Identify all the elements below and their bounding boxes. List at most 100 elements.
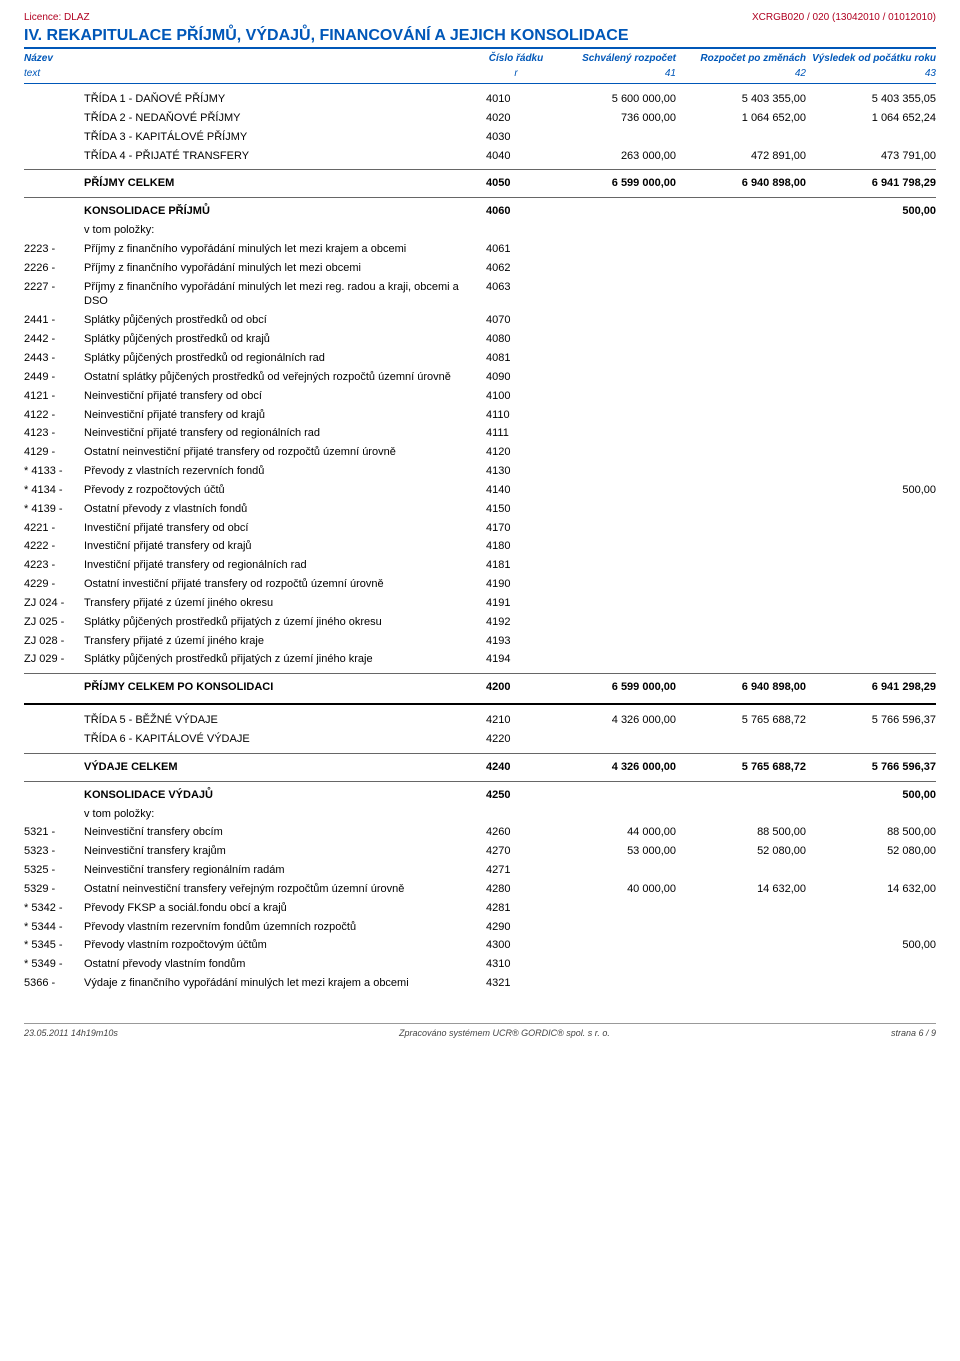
row-number: 4210 <box>486 713 546 728</box>
row-value-43: 5 766 596,37 <box>806 713 936 728</box>
row-label: Ostatní splátky půjčených prostředků od … <box>84 370 486 385</box>
row-number: 4192 <box>486 615 546 630</box>
row-number: 4270 <box>486 844 546 859</box>
row-label: v tom položky: <box>84 223 486 238</box>
table-header-sub: text r 41 42 43 <box>24 66 936 84</box>
header-col-43: Výsledek od počátku roku <box>806 53 936 64</box>
separator <box>24 673 936 674</box>
row-code <box>24 732 84 747</box>
row-value-42: 14 632,00 <box>676 882 806 897</box>
row-code: 2449 - <box>24 370 84 385</box>
row-value-43: 88 500,00 <box>806 825 936 840</box>
table-row: 4229 -Ostatní investiční přijaté transfe… <box>24 575 936 594</box>
row-label: Neinvestiční přijaté transfery od krajů <box>84 408 486 423</box>
table-row: PŘÍJMY CELKEM PO KONSOLIDACI42006 599 00… <box>24 678 936 697</box>
row-number: 4271 <box>486 863 546 878</box>
row-number: 4290 <box>486 920 546 935</box>
row-code <box>24 760 84 775</box>
table-row: TŘÍDA 1 - DAŇOVÉ PŘÍJMY40105 600 000,005… <box>24 90 936 109</box>
header-rownum: Číslo řádku <box>486 53 546 64</box>
row-code: 5366 - <box>24 976 84 991</box>
row-label: TŘÍDA 1 - DAŇOVÉ PŘÍJMY <box>84 92 486 107</box>
table-row: 4121 -Neinvestiční přijaté transfery od … <box>24 387 936 406</box>
row-code: 4121 - <box>24 389 84 404</box>
row-label: Investiční přijaté transfery od obcí <box>84 521 486 536</box>
separator <box>24 781 936 782</box>
table-row: 4222 -Investiční přijaté transfery od kr… <box>24 537 936 556</box>
row-label: Neinvestiční transfery regionálním radám <box>84 863 486 878</box>
table-row: VÝDAJE CELKEM42404 326 000,005 765 688,7… <box>24 758 936 777</box>
table-row: v tom položky: <box>24 805 936 824</box>
row-code <box>24 713 84 728</box>
table-header-main: Název Číslo řádku Schválený rozpočet Roz… <box>24 51 936 66</box>
table-row: * 4133 -Převody z vlastních rezervních f… <box>24 462 936 481</box>
table-row: 5329 -Ostatní neinvestiční transfery veř… <box>24 880 936 899</box>
row-number: 4111 <box>486 426 546 441</box>
subheader-r: r <box>486 68 546 79</box>
row-label: TŘÍDA 2 - NEDAŇOVÉ PŘÍJMY <box>84 111 486 126</box>
row-label: Příjmy z finančního vypořádání minulých … <box>84 280 486 310</box>
row-value-42: 52 080,00 <box>676 844 806 859</box>
row-value-43: 500,00 <box>806 788 936 803</box>
row-number: 4063 <box>486 280 546 295</box>
row-label: KONSOLIDACE PŘÍJMŮ <box>84 204 486 219</box>
row-label: Výdaje z finančního vypořádání minulých … <box>84 976 486 991</box>
row-label: Převody z rozpočtových účtů <box>84 483 486 498</box>
row-value-41: 4 326 000,00 <box>546 713 676 728</box>
table-row: 2442 -Splátky půjčených prostředků od kr… <box>24 330 936 349</box>
row-label: Transfery přijaté z území jiného okresu <box>84 596 486 611</box>
row-number: 4194 <box>486 652 546 667</box>
row-code: 2226 - <box>24 261 84 276</box>
licence-right: XCRGB020 / 020 (13042010 / 01012010) <box>752 12 936 23</box>
licence-bar: Licence: DLAZ XCRGB020 / 020 (13042010 /… <box>24 12 936 23</box>
row-code: * 5342 - <box>24 901 84 916</box>
row-number: 4100 <box>486 389 546 404</box>
row-code: 4222 - <box>24 539 84 554</box>
row-label: Ostatní investiční přijaté transfery od … <box>84 577 486 592</box>
section-title: IV. REKAPITULACE PŘÍJMŮ, VÝDAJŮ, FINANCO… <box>24 27 936 49</box>
subheader-text: text <box>24 68 486 79</box>
row-value-43: 6 941 798,29 <box>806 176 936 191</box>
row-number: 4321 <box>486 976 546 991</box>
row-label: Neinvestiční přijaté transfery od region… <box>84 426 486 441</box>
row-label: Neinvestiční transfery krajům <box>84 844 486 859</box>
row-value-41: 40 000,00 <box>546 882 676 897</box>
row-value-43: 6 941 298,29 <box>806 680 936 695</box>
row-value-43: 5 766 596,37 <box>806 760 936 775</box>
row-number: 4040 <box>486 149 546 164</box>
table-row: ZJ 028 -Transfery přijaté z území jiného… <box>24 632 936 651</box>
table-row: 4123 -Neinvestiční přijaté transfery od … <box>24 424 936 443</box>
separator <box>24 197 936 198</box>
table-row: TŘÍDA 6 - KAPITÁLOVÉ VÝDAJE4220 <box>24 730 936 749</box>
table-row: v tom položky: <box>24 221 936 240</box>
table-row: TŘÍDA 3 - KAPITÁLOVÉ PŘÍJMY4030 <box>24 128 936 147</box>
row-code: 4223 - <box>24 558 84 573</box>
row-code <box>24 680 84 695</box>
table-row: TŘÍDA 4 - PŘIJATÉ TRANSFERY4040263 000,0… <box>24 147 936 166</box>
table-row: ZJ 025 -Splátky půjčených prostředků při… <box>24 613 936 632</box>
footer-page: strana 6 / 9 <box>891 1028 936 1038</box>
row-label: VÝDAJE CELKEM <box>84 760 486 775</box>
subheader-43: 43 <box>806 68 936 79</box>
row-label: TŘÍDA 5 - BĚŽNÉ VÝDAJE <box>84 713 486 728</box>
header-col-41: Schválený rozpočet <box>546 53 676 64</box>
row-number: 4281 <box>486 901 546 916</box>
table-row: 4122 -Neinvestiční přijaté transfery od … <box>24 406 936 425</box>
row-code: ZJ 029 - <box>24 652 84 667</box>
table-row: 2449 -Ostatní splátky půjčených prostřed… <box>24 368 936 387</box>
row-label: Neinvestiční přijaté transfery od obcí <box>84 389 486 404</box>
row-value-42: 5 765 688,72 <box>676 713 806 728</box>
table-row: * 4134 -Převody z rozpočtových účtů41405… <box>24 481 936 500</box>
row-value-43: 14 632,00 <box>806 882 936 897</box>
row-number: 4030 <box>486 130 546 145</box>
table-row: 5366 -Výdaje z finančního vypořádání min… <box>24 974 936 993</box>
row-value-43: 1 064 652,24 <box>806 111 936 126</box>
row-code: ZJ 025 - <box>24 615 84 630</box>
row-code: ZJ 024 - <box>24 596 84 611</box>
table-row: PŘÍJMY CELKEM40506 599 000,006 940 898,0… <box>24 174 936 193</box>
separator <box>24 169 936 170</box>
row-code <box>24 223 84 238</box>
row-number: 4110 <box>486 408 546 423</box>
separator <box>24 753 936 754</box>
row-number: 4020 <box>486 111 546 126</box>
